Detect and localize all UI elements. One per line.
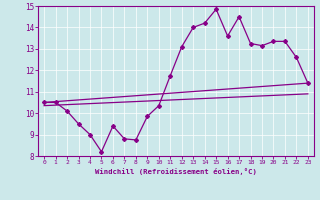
X-axis label: Windchill (Refroidissement éolien,°C): Windchill (Refroidissement éolien,°C) (95, 168, 257, 175)
